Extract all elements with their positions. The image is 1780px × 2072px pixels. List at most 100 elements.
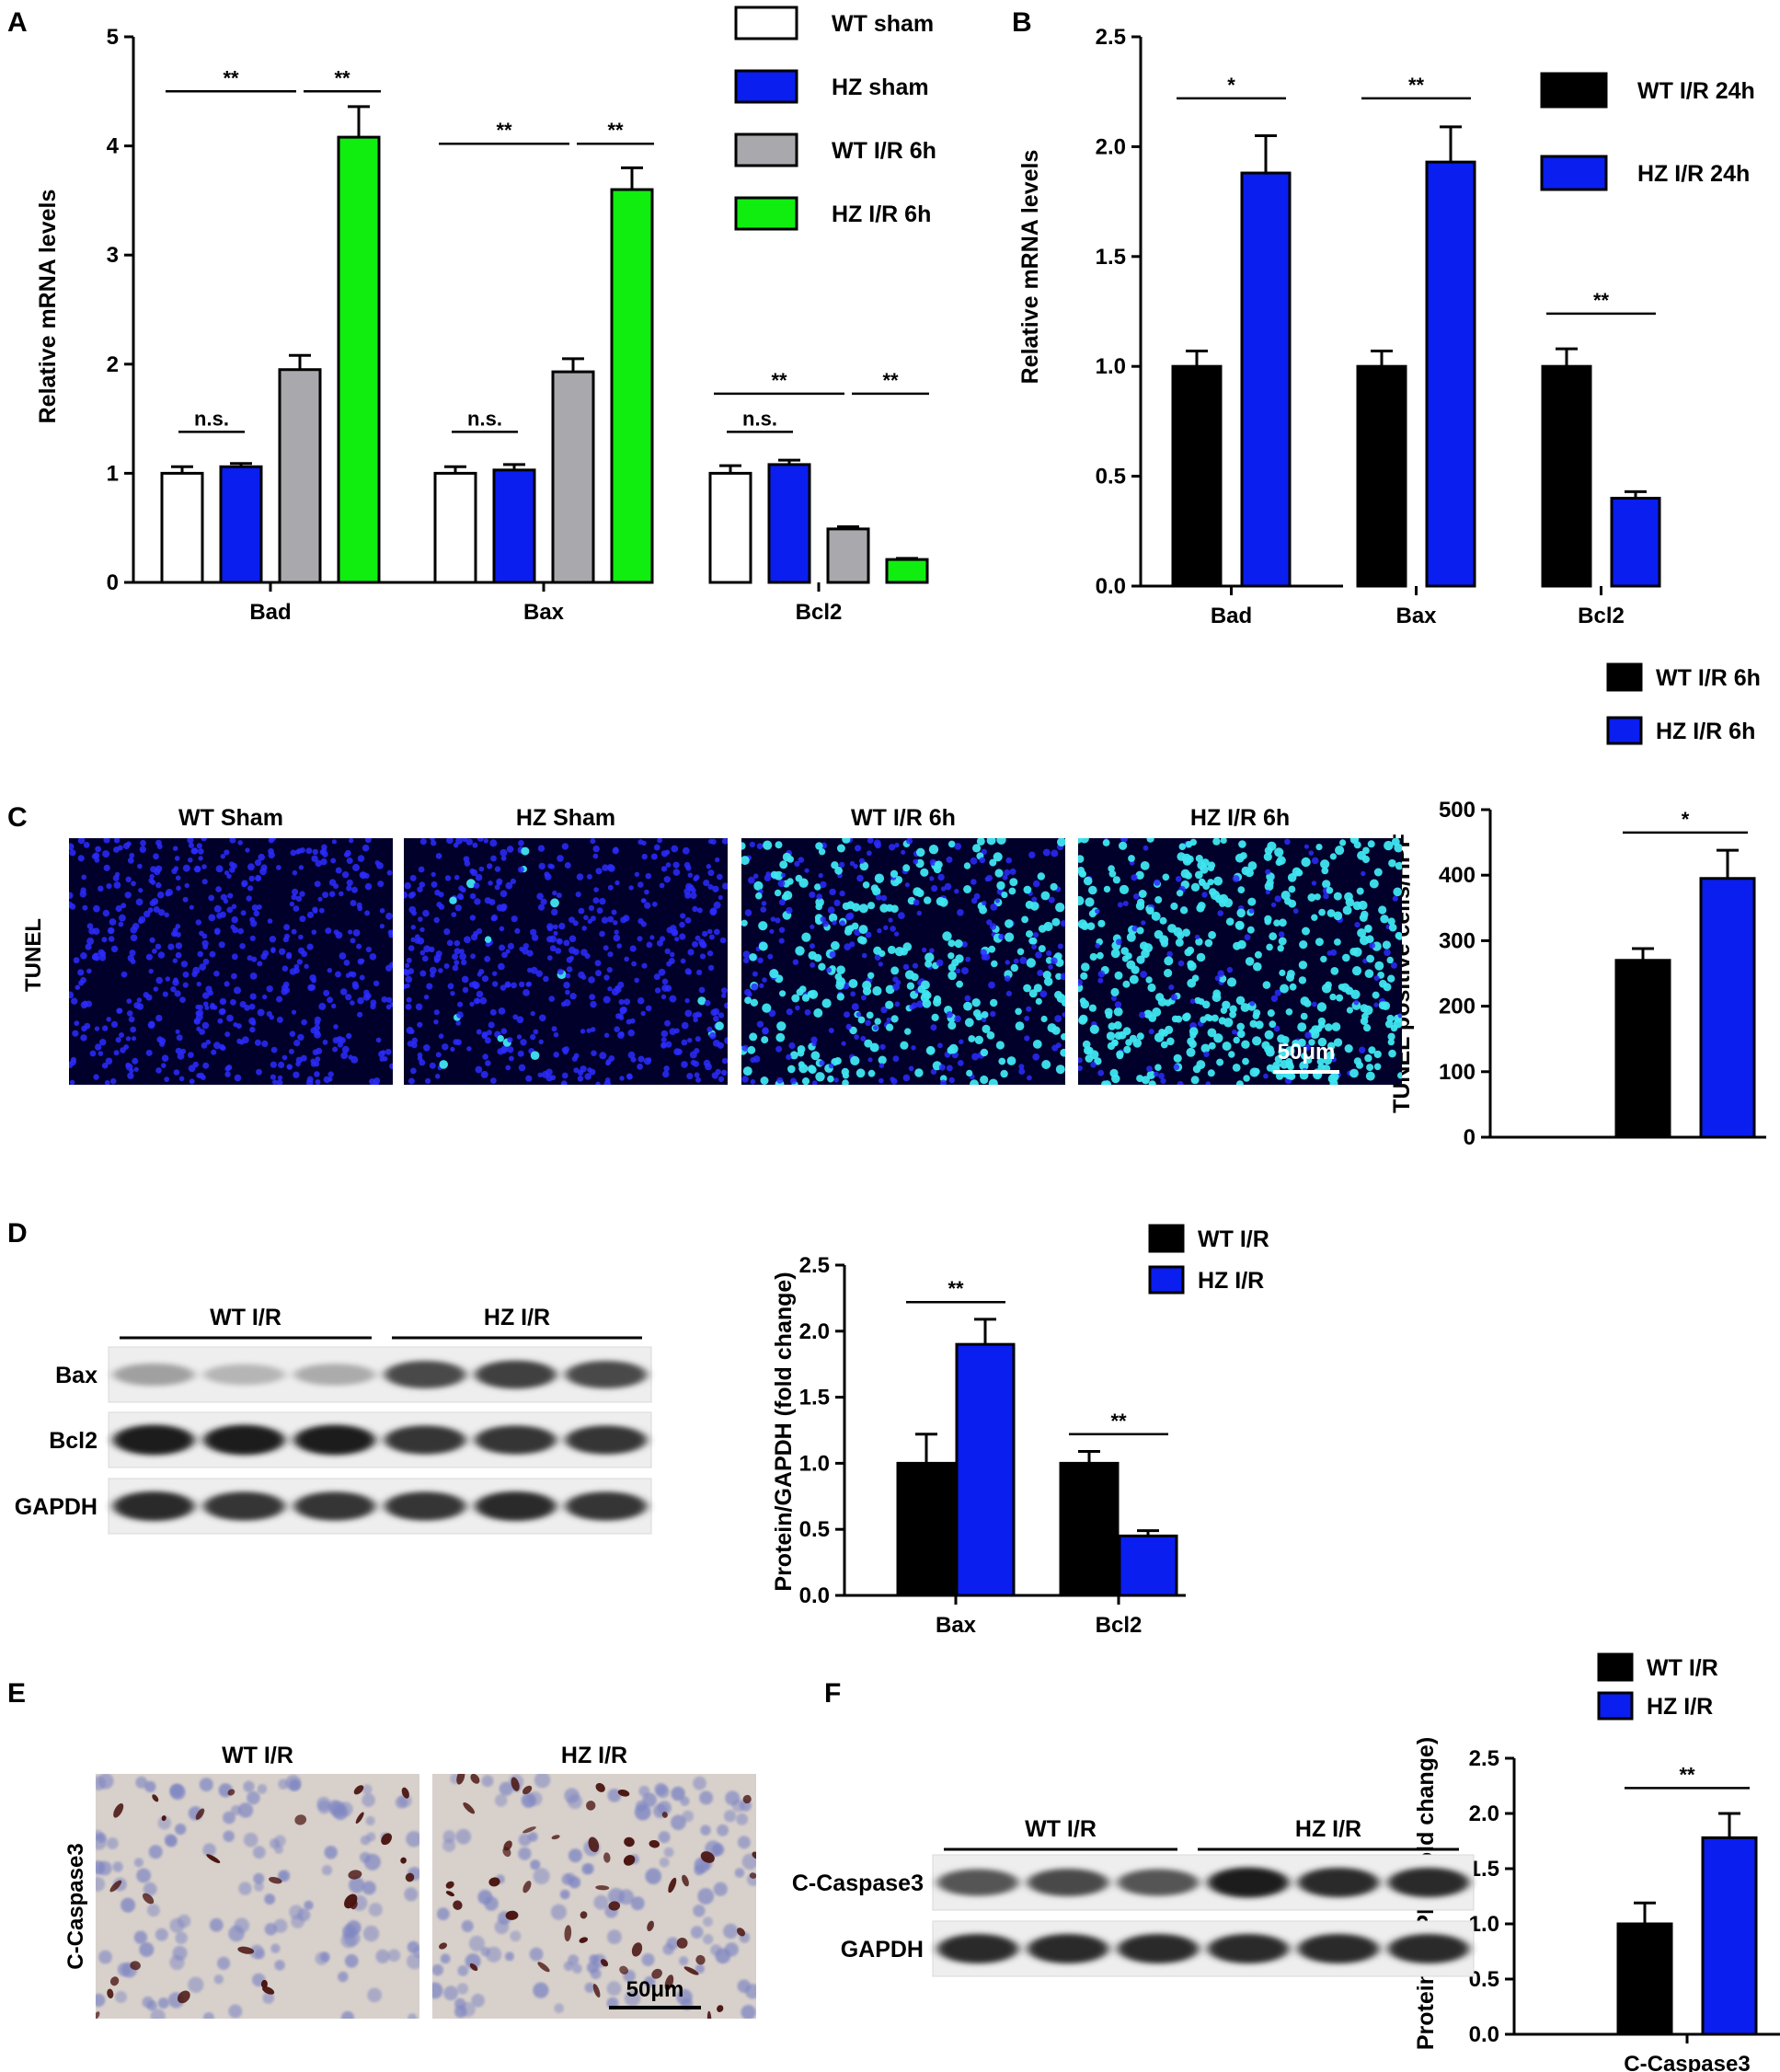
tunel-nucleus bbox=[657, 838, 662, 844]
tunel-nucleus bbox=[961, 941, 968, 948]
ihc-stained-cell bbox=[551, 1835, 560, 1840]
tunel-nucleus bbox=[537, 1072, 543, 1078]
ihc-stained-cell bbox=[195, 1808, 205, 1820]
tunel-nucleus bbox=[1004, 869, 1011, 876]
tunel-nucleus bbox=[808, 1065, 817, 1075]
tunel-nucleus bbox=[106, 1017, 111, 1022]
ihc-nucleus bbox=[228, 2004, 243, 2019]
tunel-nucleus bbox=[462, 986, 469, 994]
tunel-nucleus bbox=[588, 976, 595, 984]
tunel-nucleus bbox=[202, 1062, 210, 1069]
tunel-nucleus bbox=[189, 1078, 195, 1085]
tunel-image-title: WT Sham bbox=[178, 805, 283, 831]
tunel-nucleus bbox=[1107, 1042, 1116, 1051]
tunel-nucleus bbox=[283, 987, 291, 994]
tunel-nucleus bbox=[339, 952, 347, 960]
tunel-nucleus bbox=[463, 856, 470, 863]
tunel-nucleus bbox=[442, 1043, 449, 1051]
tunel-nucleus bbox=[586, 873, 592, 880]
tunel-nucleus bbox=[454, 960, 460, 966]
tunel-nucleus bbox=[459, 952, 466, 961]
ihc-stained-cell bbox=[631, 1942, 643, 1957]
tunel-nucleus bbox=[831, 861, 839, 869]
tunel-nucleus bbox=[101, 937, 108, 943]
tunel-nucleus bbox=[339, 891, 344, 897]
tunel-nucleus bbox=[775, 917, 781, 924]
tunel-nucleus bbox=[693, 1017, 698, 1023]
tunel-nucleus bbox=[71, 997, 78, 1005]
tunel-nucleus bbox=[1147, 983, 1156, 993]
significance-label: ** bbox=[1408, 74, 1425, 97]
tunel-nucleus bbox=[888, 917, 893, 923]
tunel-nucleus bbox=[1128, 855, 1135, 862]
tunel-nucleus bbox=[578, 971, 585, 979]
tunel-nucleus bbox=[998, 1057, 1006, 1065]
tunel-nucleus bbox=[706, 950, 714, 957]
ihc-stained-cell bbox=[445, 1891, 455, 1897]
ihc-nucleus bbox=[638, 1785, 650, 1797]
ihc-nucleus bbox=[202, 2012, 214, 2019]
tunel-nucleus bbox=[239, 943, 246, 950]
tunel-nucleus bbox=[1274, 989, 1281, 996]
tunel-nucleus bbox=[814, 883, 821, 891]
tunel-nucleus bbox=[356, 943, 362, 950]
tunel-nucleus bbox=[1194, 870, 1203, 880]
tunel-nucleus bbox=[545, 873, 552, 881]
tunel-nucleus bbox=[229, 838, 236, 844]
tunel-nucleus bbox=[431, 881, 438, 888]
tunel-nucleus bbox=[640, 1010, 646, 1017]
tunel-nucleus bbox=[323, 1076, 330, 1084]
tunel-nucleus bbox=[535, 970, 543, 977]
tunel-nucleus bbox=[406, 996, 412, 1003]
blot-band bbox=[1387, 1867, 1470, 1898]
tunel-nucleus bbox=[1176, 890, 1184, 897]
tunel-nucleus bbox=[129, 950, 136, 957]
tunel-nucleus bbox=[179, 996, 186, 1003]
tunel-nucleus bbox=[155, 865, 163, 872]
tunel-nucleus bbox=[343, 960, 350, 966]
ihc-stained-cell bbox=[608, 1901, 621, 1911]
ihc-stained-cell bbox=[651, 1968, 662, 1979]
tunel-nucleus bbox=[356, 902, 362, 908]
tunel-nucleus bbox=[1273, 919, 1280, 927]
tunel-nucleus bbox=[148, 1020, 155, 1028]
ihc-nucleus bbox=[375, 1949, 390, 1963]
tunel-nucleus bbox=[661, 984, 669, 992]
y-tick-label: 0.5 bbox=[1096, 465, 1126, 489]
tunel-nucleus bbox=[530, 1051, 540, 1060]
tunel-nucleus bbox=[1078, 1057, 1083, 1064]
tunel-nucleus bbox=[981, 1011, 989, 1019]
tunel-nucleus bbox=[80, 952, 87, 960]
tunel-nucleus bbox=[489, 839, 498, 847]
tunel-nucleus bbox=[215, 865, 224, 873]
tunel-nucleus bbox=[801, 932, 811, 942]
ihc-stained-cell bbox=[523, 1881, 532, 1894]
tunel-nucleus bbox=[951, 959, 959, 967]
tunel-nucleus bbox=[517, 1050, 524, 1057]
tunel-nucleus bbox=[311, 855, 318, 862]
tunel-nucleus bbox=[911, 1002, 918, 1009]
tunel-nucleus bbox=[240, 910, 247, 916]
tunel-nucleus bbox=[1082, 1040, 1091, 1049]
tunel-nucleus bbox=[573, 1067, 580, 1074]
tunel-nucleus bbox=[671, 845, 679, 853]
tunel-nucleus bbox=[1143, 845, 1149, 851]
tunel-nucleus bbox=[286, 953, 293, 960]
tunel-nucleus bbox=[225, 1065, 233, 1071]
ihc-nucleus bbox=[703, 1917, 713, 1928]
tunel-nucleus bbox=[641, 840, 647, 846]
tunel-nucleus bbox=[226, 906, 234, 914]
tunel-nucleus bbox=[787, 1065, 796, 1074]
tunel-nucleus bbox=[98, 1051, 104, 1056]
tunel-nucleus bbox=[712, 885, 719, 892]
tunel-nucleus bbox=[669, 995, 677, 1003]
ihc-nucleus bbox=[175, 1931, 188, 1944]
tunel-nucleus bbox=[1139, 1011, 1145, 1019]
tunel-nucleus bbox=[1021, 915, 1028, 924]
tunel-nucleus bbox=[946, 856, 953, 863]
tunel-nucleus bbox=[885, 1000, 894, 1009]
tunel-nucleus bbox=[990, 904, 998, 911]
tunel-nucleus bbox=[867, 850, 872, 857]
tunel-nucleus bbox=[816, 893, 822, 900]
